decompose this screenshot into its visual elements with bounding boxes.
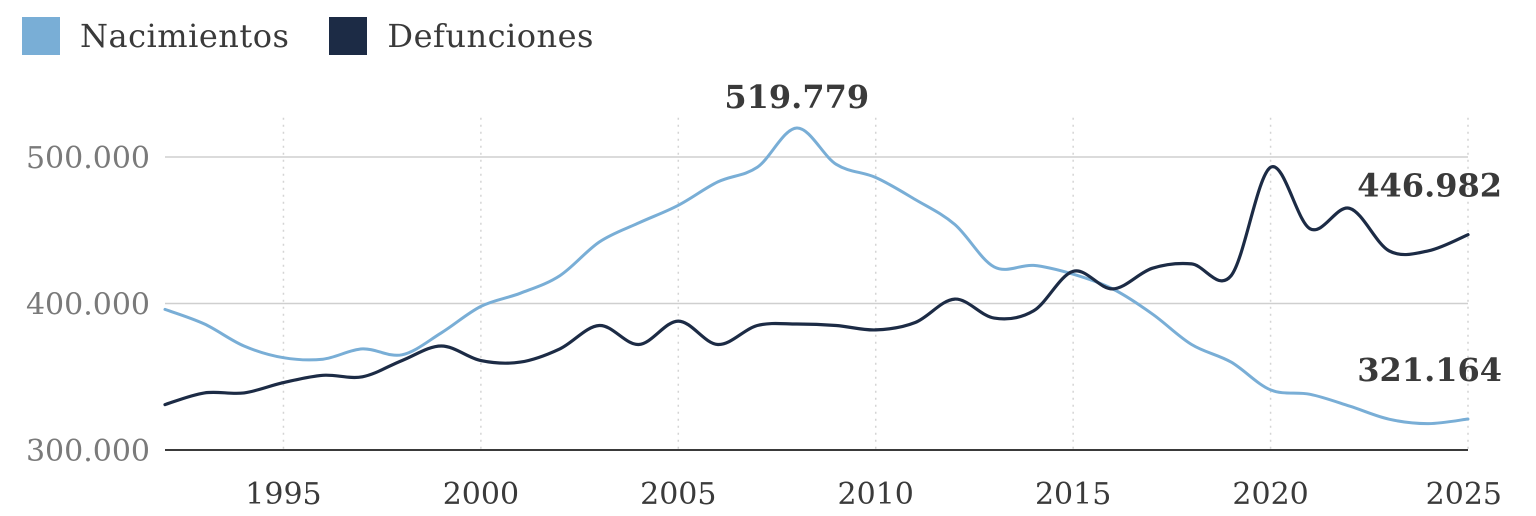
legend-label-nacimientos: Nacimientos (80, 17, 290, 55)
data-label: 321.164 (1357, 351, 1502, 389)
x-tick-label: 1995 (245, 477, 321, 512)
y-tick-label: 500.000 (26, 141, 150, 176)
series-layer (163, 126, 1470, 426)
data-label: 446.982 (1357, 167, 1502, 205)
legend-swatch-nacimientos (22, 17, 60, 55)
data-label: 519.779 (724, 78, 869, 116)
series-line-nacimientos (163, 126, 1470, 426)
legend-swatch-defunciones (329, 17, 368, 55)
legend-label-defunciones: Defunciones (387, 17, 594, 55)
x-tick-label: 2020 (1232, 477, 1308, 512)
y-tick-label: 300.000 (26, 434, 150, 469)
y-tick-label: 400.000 (26, 288, 150, 323)
x-tick-label: 2010 (838, 477, 914, 512)
grid-layer (165, 117, 1469, 450)
x-tick-label: 2015 (1035, 477, 1111, 512)
x-tick-label: 2000 (443, 477, 519, 512)
series-line-defunciones (163, 165, 1470, 407)
x-tick-label: 2005 (640, 477, 716, 512)
legend-item-defunciones: Defunciones (329, 17, 594, 55)
x-tick-label: 2025 (1426, 477, 1502, 512)
label-layer: 300.000 400.000 500.000 1995 2000 2005 2010 201… (26, 78, 1502, 512)
legend-item-nacimientos: Nacimientos (22, 17, 289, 55)
chart-legend: Nacimientos Defunciones (22, 12, 634, 60)
